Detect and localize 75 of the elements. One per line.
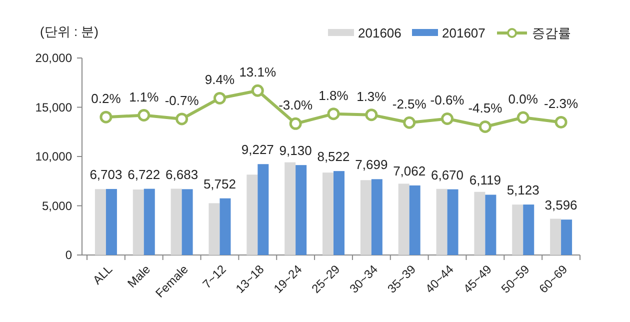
data-label: 13.1% <box>239 64 277 80</box>
data-label: 9,130 <box>279 143 312 158</box>
data-label: -0.7% <box>164 92 200 108</box>
data-label: 5,752 <box>203 176 236 192</box>
y-tick-label: 10,000 <box>35 150 72 164</box>
bar <box>170 188 182 255</box>
data-label: 7,699 <box>355 157 388 172</box>
data-label: 6,683 <box>166 167 198 182</box>
y-tick-label: 5,000 <box>42 198 72 213</box>
data-label: 8,522 <box>317 149 350 164</box>
bar <box>144 188 155 255</box>
data-label: 0.0% <box>508 92 538 107</box>
data-label: -2.3% <box>544 96 578 112</box>
bar <box>334 171 344 255</box>
y-axis-title: (단위 : 분) <box>40 24 98 39</box>
data-label: 1.8% <box>318 88 349 103</box>
legend-label: 201606 <box>358 26 402 41</box>
bar <box>258 164 269 255</box>
legend-label: 증감률 <box>532 26 571 41</box>
data-label: 7,062 <box>393 163 426 178</box>
data-label: 1.1% <box>129 89 160 104</box>
data-label: 5,123 <box>506 182 540 198</box>
bar <box>94 189 106 255</box>
bar <box>436 188 448 255</box>
bar <box>550 218 562 255</box>
point <box>327 108 340 120</box>
point <box>403 116 416 129</box>
bar <box>398 184 410 255</box>
data-label: 9.4% <box>204 72 235 88</box>
bar <box>371 179 382 255</box>
point <box>176 112 188 126</box>
bar <box>561 220 572 255</box>
point <box>441 112 454 125</box>
point <box>100 110 112 124</box>
bar <box>132 189 144 255</box>
bar <box>208 203 220 255</box>
data-label: 3,596 <box>544 198 578 213</box>
point <box>289 117 302 130</box>
bar <box>220 198 231 255</box>
point <box>138 109 150 122</box>
data-label: 1.3% <box>356 88 387 104</box>
point <box>516 111 530 124</box>
bar <box>322 172 334 255</box>
data-label: 6,119 <box>469 172 501 188</box>
point <box>554 116 568 128</box>
data-label: 0.2% <box>91 91 122 106</box>
data-label: 6,670 <box>430 167 464 182</box>
bar <box>523 204 534 255</box>
bar <box>296 165 307 255</box>
point <box>213 92 226 104</box>
bar <box>409 185 420 255</box>
data-label: -3.0% <box>278 98 313 113</box>
legend-label: 201607 <box>442 26 486 41</box>
point <box>365 108 378 122</box>
bar <box>512 204 524 255</box>
bar <box>485 194 496 255</box>
y-tick-label: 0 <box>65 248 72 262</box>
data-label: 6,722 <box>128 166 160 182</box>
bar <box>106 188 117 255</box>
y-tick-label: 15,000 <box>35 100 72 114</box>
data-label: -4.5% <box>468 100 503 116</box>
y-tick-label: 20,000 <box>35 51 72 66</box>
bar <box>360 180 372 255</box>
data-label: 6,703 <box>90 166 122 182</box>
data-label: -0.6% <box>430 92 465 108</box>
bar <box>246 174 258 255</box>
bar <box>474 192 486 255</box>
bar <box>447 189 458 255</box>
point <box>251 84 264 97</box>
bar <box>284 162 296 255</box>
bar <box>182 189 193 255</box>
data-label: -2.5% <box>392 96 427 112</box>
data-label: 9,227 <box>241 142 274 158</box>
x-tick-label: ALL <box>90 262 116 288</box>
point <box>478 120 492 133</box>
